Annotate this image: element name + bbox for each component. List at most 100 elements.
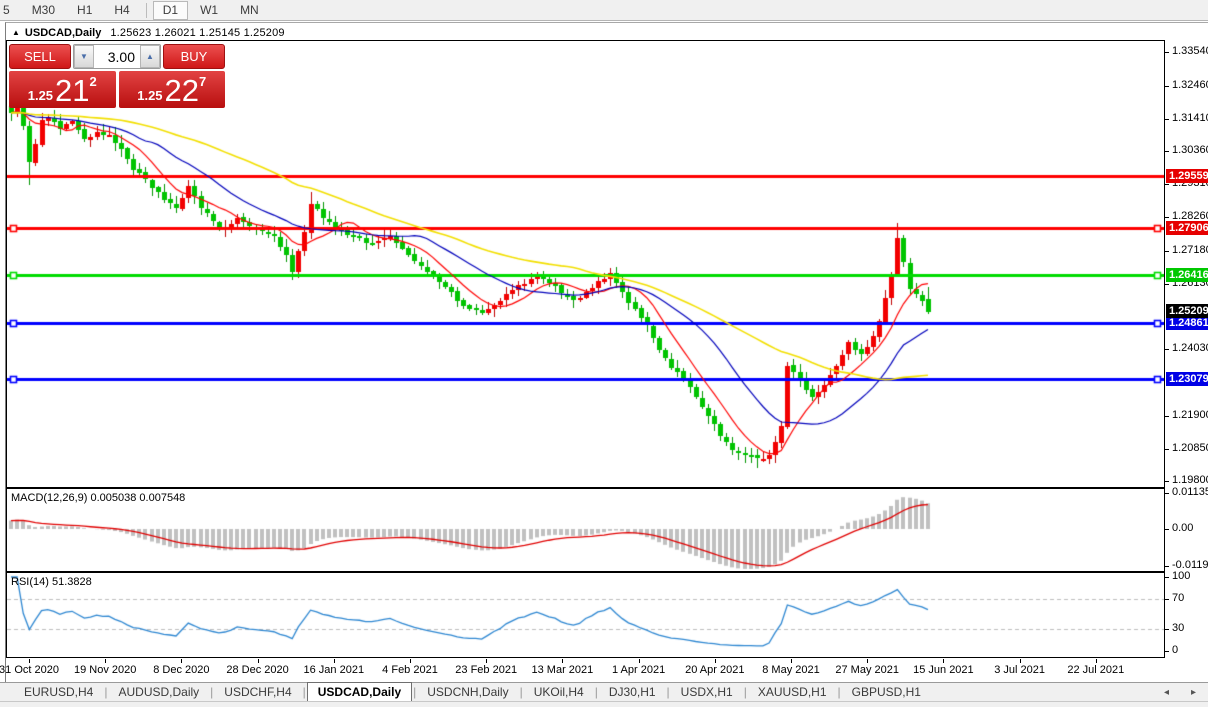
- sell-button[interactable]: SELL: [9, 44, 71, 69]
- tab-separator: |: [594, 685, 598, 699]
- tab-scroll-arrows: ◂ ▸: [1164, 687, 1196, 698]
- price-tick-mark: [1165, 250, 1169, 252]
- price-tick-label: 1.19800: [1172, 474, 1208, 487]
- date-tick-mark: [1019, 659, 1021, 663]
- timeframe-button-mn[interactable]: MN: [240, 3, 259, 17]
- volume-decrease-button[interactable]: ▼: [74, 45, 94, 68]
- tab-dj30-h1[interactable]: DJ30,H1: [608, 685, 656, 699]
- chart-ohlc-values: 1.25623 1.26021 1.25145 1.25209: [110, 26, 285, 39]
- buy-button[interactable]: BUY: [163, 44, 225, 69]
- chart-window: ▲ USDCAD,Daily 1.25623 1.26021 1.25145 1…: [0, 22, 1208, 682]
- tab-ukoil-h4[interactable]: UKOil,H4: [533, 685, 584, 699]
- volume-input[interactable]: 3.00: [94, 45, 140, 68]
- buy-price-panel[interactable]: 1.25 22 7: [118, 71, 225, 108]
- date-tick-mark: [638, 659, 640, 663]
- rsi-pane-canvas[interactable]: [6, 572, 1165, 658]
- date-tick-label: 23 Feb 2021: [455, 664, 518, 676]
- rsi-tick-mark: [1165, 628, 1169, 630]
- tab-separator: |: [519, 685, 523, 699]
- date-tick-label: 8 May 2021: [762, 664, 820, 676]
- price-tick-label: 1.24030: [1172, 342, 1208, 355]
- date-tick-label: 8 Dec 2020: [153, 664, 210, 676]
- rsi-indicator-label: RSI(14) 51.3828: [11, 576, 92, 588]
- price-tick-label: 1.28260: [1172, 210, 1208, 222]
- price-tick-label: 1.30360: [1172, 144, 1208, 157]
- date-tick-mark: [257, 659, 259, 663]
- tab-scroll-right-icon[interactable]: ▸: [1190, 686, 1196, 698]
- tab-separator: |: [104, 685, 108, 699]
- macd-tick-label: -0.011904: [1172, 559, 1208, 572]
- price-tick-label: 1.21900: [1172, 408, 1208, 421]
- status-bar: [0, 701, 1208, 707]
- date-tick-mark: [714, 659, 716, 663]
- tab-usdchf-h4[interactable]: USDCHF,H4: [224, 685, 292, 699]
- price-tick-mark: [1165, 85, 1169, 87]
- tab-xauusd-h1[interactable]: XAUUSD,H1: [757, 685, 827, 699]
- tab-eurusd-h4[interactable]: EURUSD,H4: [24, 685, 94, 699]
- buy-price-prefix: 1.25: [137, 88, 163, 103]
- macd-tick-mark: [1165, 493, 1169, 495]
- price-tick-mark: [1165, 118, 1169, 120]
- rsi-tick-label: 0: [1172, 644, 1179, 656]
- tab-usdx-h1[interactable]: USDX,H1: [680, 685, 733, 699]
- date-tick-label: 27 May 2021: [835, 664, 899, 676]
- timeframe-button-h4[interactable]: H4: [114, 3, 130, 17]
- date-tick-label: 19 Nov 2020: [73, 664, 137, 676]
- macd-pane-canvas[interactable]: [6, 488, 1165, 572]
- one-click-trade-panel: SELL ▼ 3.00 ▲ BUY 1.25 21 2 1.25 22 7: [9, 44, 225, 108]
- macd-indicator-label: MACD(12,26,9) 0.005038 0.007548: [11, 492, 186, 504]
- price-tick-label: 1.33540: [1172, 45, 1208, 57]
- macd-values: 0.005038 0.007548: [90, 492, 186, 504]
- timeframe-button-d1[interactable]: D1: [152, 0, 189, 20]
- sell-price-big: 21: [55, 73, 90, 108]
- price-chart-canvas[interactable]: [6, 40, 1165, 488]
- price-tick-mark: [1165, 283, 1169, 285]
- tab-usdcad-daily[interactable]: USDCAD,Daily: [306, 681, 413, 701]
- tab-usdcnh-daily[interactable]: USDCNH,Daily: [427, 685, 509, 699]
- price-tick-label: 1.31410: [1172, 111, 1208, 124]
- price-tick-mark: [1165, 52, 1169, 53]
- buy-price-sup: 7: [199, 74, 207, 89]
- timeframe-button-h1[interactable]: H1: [77, 3, 93, 17]
- rsi-tick-label: 70: [1172, 592, 1185, 605]
- price-tick-mark: [1165, 415, 1169, 417]
- sell-price-panel[interactable]: 1.25 21 2: [9, 71, 116, 108]
- rsi-value: 51.3828: [51, 576, 92, 588]
- macd-tick-mark: [1165, 566, 1169, 568]
- date-tick-label: 20 Apr 2021: [685, 664, 745, 676]
- volume-increase-button[interactable]: ▲: [140, 45, 160, 68]
- tab-gbpusd-h1[interactable]: GBPUSD,H1: [851, 685, 921, 699]
- date-tick-label: 4 Feb 2021: [382, 664, 438, 676]
- timeframe-button-5[interactable]: 5: [3, 3, 10, 17]
- tab-separator: |: [743, 685, 747, 699]
- tab-audusd-daily[interactable]: AUDUSD,Daily: [118, 685, 200, 699]
- date-tick-mark: [410, 659, 411, 663]
- date-tick-label: 15 Jun 2021: [913, 664, 974, 676]
- macd-tick-label: 0.00: [1172, 522, 1194, 534]
- current-price-badge: 1.25209: [1166, 304, 1208, 319]
- price-tick-label: 1.20850: [1172, 441, 1208, 454]
- caret-up-icon: ▲: [146, 52, 154, 61]
- price-tick-mark: [1165, 217, 1169, 218]
- date-tick-mark: [29, 659, 30, 663]
- price-tick-mark: [1165, 184, 1169, 186]
- macd-tick-mark: [1165, 529, 1169, 530]
- timeframe-button-m30[interactable]: M30: [31, 3, 56, 17]
- sell-price-prefix: 1.25: [27, 88, 54, 103]
- collapse-triangle-icon: ▲: [12, 28, 20, 37]
- chart-symbol-title: USDCAD,Daily: [24, 26, 102, 39]
- timeframe-button-w1[interactable]: W1: [200, 3, 219, 17]
- tab-separator: |: [210, 685, 214, 699]
- sell-price-sup: 2: [89, 74, 97, 89]
- tab-scroll-left-icon[interactable]: ◂: [1163, 686, 1169, 698]
- timeframe-toolbar: 5 M30 H1 H4 D1 W1 MN: [0, 0, 1208, 21]
- date-tick-mark: [943, 659, 945, 663]
- symbol-tab-bar: EURUSD,H4 | AUDUSD,Daily | USDCHF,H4 | USDCAD,…: [0, 681, 1208, 701]
- tab-separator: |: [666, 685, 670, 699]
- date-tick-label: 3 Jul 2021: [994, 664, 1045, 676]
- rsi-tick-mark: [1165, 599, 1169, 601]
- price-tick-mark: [1165, 481, 1169, 483]
- date-tick-mark: [791, 659, 792, 663]
- date-tick-mark: [1095, 659, 1097, 663]
- price-tick-mark: [1165, 151, 1169, 153]
